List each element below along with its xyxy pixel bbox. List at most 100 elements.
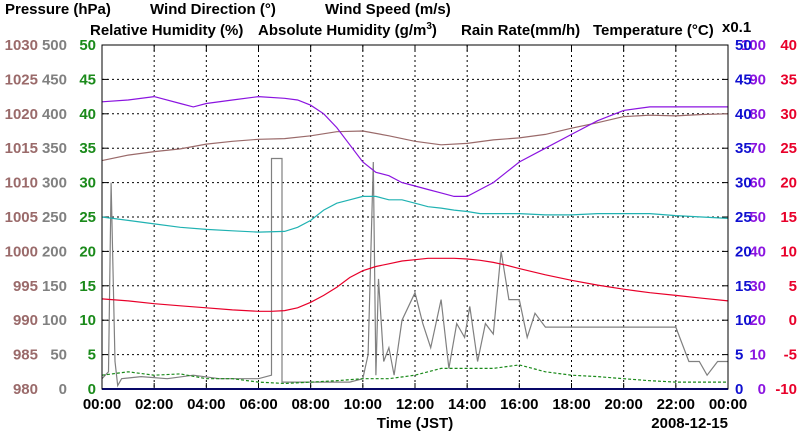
wind-direction-tick-label: 150 xyxy=(42,278,67,295)
grid xyxy=(102,45,728,389)
pressure-tick-label: 980 xyxy=(13,381,38,398)
x-axis-label: Time (JST) xyxy=(377,415,453,432)
temperature-tick-label: -5 xyxy=(784,347,797,364)
x-tick-label: 02:00 xyxy=(135,396,173,413)
series-relative-humidity xyxy=(101,95,728,197)
y-axes: 9809859909951000100510101015102010251030… xyxy=(5,37,797,398)
x-tick-label: 04:00 xyxy=(187,396,225,413)
legend-absolute-humidity-suffix: ) xyxy=(432,22,437,39)
wind-speed-tick-label: 25 xyxy=(79,209,96,226)
wind-direction-tick-label: 200 xyxy=(42,243,67,260)
temperature-tick-label: 5 xyxy=(789,278,797,295)
temperature-tick-label: 20 xyxy=(780,175,797,192)
relative-humidity-tick-label: 20 xyxy=(749,312,766,329)
series-temperature xyxy=(101,257,729,312)
rain-rate-tick-label: 50 xyxy=(735,37,752,54)
plot-frame xyxy=(101,44,729,390)
temperature-tick-label: 25 xyxy=(780,140,797,157)
pressure-tick-label: 1025 xyxy=(5,71,38,88)
wind-direction-tick-label: 50 xyxy=(50,347,67,364)
wind-speed-tick-label: 40 xyxy=(79,106,96,123)
rain-rate-tick-label: 30 xyxy=(735,175,752,192)
wind-direction-tick-label: 100 xyxy=(42,312,67,329)
rain-rate-tick-label: 5 xyxy=(735,347,743,364)
series-absolute-humidity xyxy=(101,195,729,233)
wind-speed-tick-label: 0 xyxy=(88,381,96,398)
x-tick-label: 18:00 xyxy=(552,396,590,413)
wind-direction-tick-label: 300 xyxy=(42,175,67,192)
temperature-tick-label: 0 xyxy=(789,312,797,329)
rain-rate-tick-label: 40 xyxy=(735,106,752,123)
wind-direction-tick-label: 0 xyxy=(59,381,67,398)
legend-absolute-humidity-sup: 3 xyxy=(426,21,432,32)
wind-speed-tick-label: 20 xyxy=(79,243,96,260)
wind-direction-tick-label: 250 xyxy=(42,209,67,226)
temperature-tick-label: 10 xyxy=(780,243,797,260)
wind-speed-tick-label: 5 xyxy=(88,347,96,364)
wind-speed-tick-label: 45 xyxy=(79,71,96,88)
x-tick-label: 16:00 xyxy=(500,396,538,413)
relative-humidity-tick-label: 70 xyxy=(749,140,766,157)
pressure-tick-label: 1020 xyxy=(5,106,38,123)
pressure-tick-label: 1005 xyxy=(5,209,38,226)
pressure-tick-label: 1015 xyxy=(5,140,38,157)
x-tick-label: 10:00 xyxy=(344,396,382,413)
relative-humidity-tick-label: 50 xyxy=(749,209,766,226)
rain-rate-tick-label: 25 xyxy=(735,209,752,226)
legend-rain-rate: Rain Rate(mm/h) xyxy=(461,22,580,39)
x-tick-label: 20:00 xyxy=(604,396,642,413)
legend-absolute-humidity: Absolute Humidity (g/m3) xyxy=(258,21,437,39)
wind-direction-tick-label: 400 xyxy=(42,106,67,123)
x-tick-label: 12:00 xyxy=(396,396,434,413)
legend-scale-note: x0.1 xyxy=(722,19,751,36)
wind-direction-tick-label: 350 xyxy=(42,140,67,157)
legend-pressure: Pressure (hPa) xyxy=(5,1,111,18)
wind-speed-tick-label: 30 xyxy=(79,175,96,192)
temperature-tick-label: -10 xyxy=(775,381,797,398)
wind-direction-tick-label: 450 xyxy=(42,71,67,88)
pressure-tick-label: 990 xyxy=(13,312,38,329)
relative-humidity-tick-label: 80 xyxy=(749,106,766,123)
pressure-tick-label: 1030 xyxy=(5,37,38,54)
relative-humidity-tick-label: 90 xyxy=(749,71,766,88)
relative-humidity-tick-label: 40 xyxy=(749,243,766,260)
rain-rate-tick-label: 15 xyxy=(735,278,752,295)
temperature-tick-label: 30 xyxy=(780,106,797,123)
wind-direction-tick-label: 500 xyxy=(42,37,67,54)
legend-wind-direction: Wind Direction (°) xyxy=(150,1,276,18)
date-label: 2008-12-15 xyxy=(651,415,728,432)
legend-absolute-humidity-prefix: Absolute Humidity (g/m xyxy=(258,22,426,39)
legend-wind-speed: Wind Speed (m/s) xyxy=(325,1,451,18)
temperature-tick-label: 35 xyxy=(780,71,797,88)
legend-temperature: Temperature (°C) xyxy=(593,22,714,39)
x-tick-label: 08:00 xyxy=(291,396,329,413)
rain-rate-tick-label: 35 xyxy=(735,140,752,157)
x-tick-label: 06:00 xyxy=(239,396,277,413)
pressure-tick-label: 985 xyxy=(13,347,38,364)
rain-rate-tick-label: 20 xyxy=(735,243,752,260)
rain-rate-tick-label: 45 xyxy=(735,71,752,88)
pressure-tick-label: 995 xyxy=(13,278,38,295)
wind-speed-tick-label: 35 xyxy=(79,140,96,157)
relative-humidity-tick-label: 60 xyxy=(749,175,766,192)
legend-relative-humidity: Relative Humidity (%) xyxy=(90,22,243,39)
relative-humidity-tick-label: 0 xyxy=(758,381,766,398)
x-tick-label: 22:00 xyxy=(657,396,695,413)
relative-humidity-tick-label: 30 xyxy=(749,278,766,295)
x-tick-label: 00:00 xyxy=(709,396,747,413)
relative-humidity-tick-label: 10 xyxy=(749,347,766,364)
series-wind-speed xyxy=(101,364,728,385)
x-tick-label: 14:00 xyxy=(448,396,486,413)
temperature-tick-label: 40 xyxy=(780,37,797,54)
rain-rate-tick-label: 0 xyxy=(735,381,743,398)
pressure-tick-label: 1010 xyxy=(5,175,38,192)
series-wind-direction xyxy=(101,157,728,388)
relative-humidity-tick-label: 100 xyxy=(741,37,766,54)
wind-speed-tick-label: 15 xyxy=(79,278,96,295)
wind-speed-tick-label: 10 xyxy=(79,312,96,329)
temperature-tick-label: 15 xyxy=(780,209,797,226)
wind-speed-tick-label: 50 xyxy=(79,37,96,54)
rain-rate-tick-label: 10 xyxy=(735,312,752,329)
pressure-tick-label: 1000 xyxy=(5,243,38,260)
